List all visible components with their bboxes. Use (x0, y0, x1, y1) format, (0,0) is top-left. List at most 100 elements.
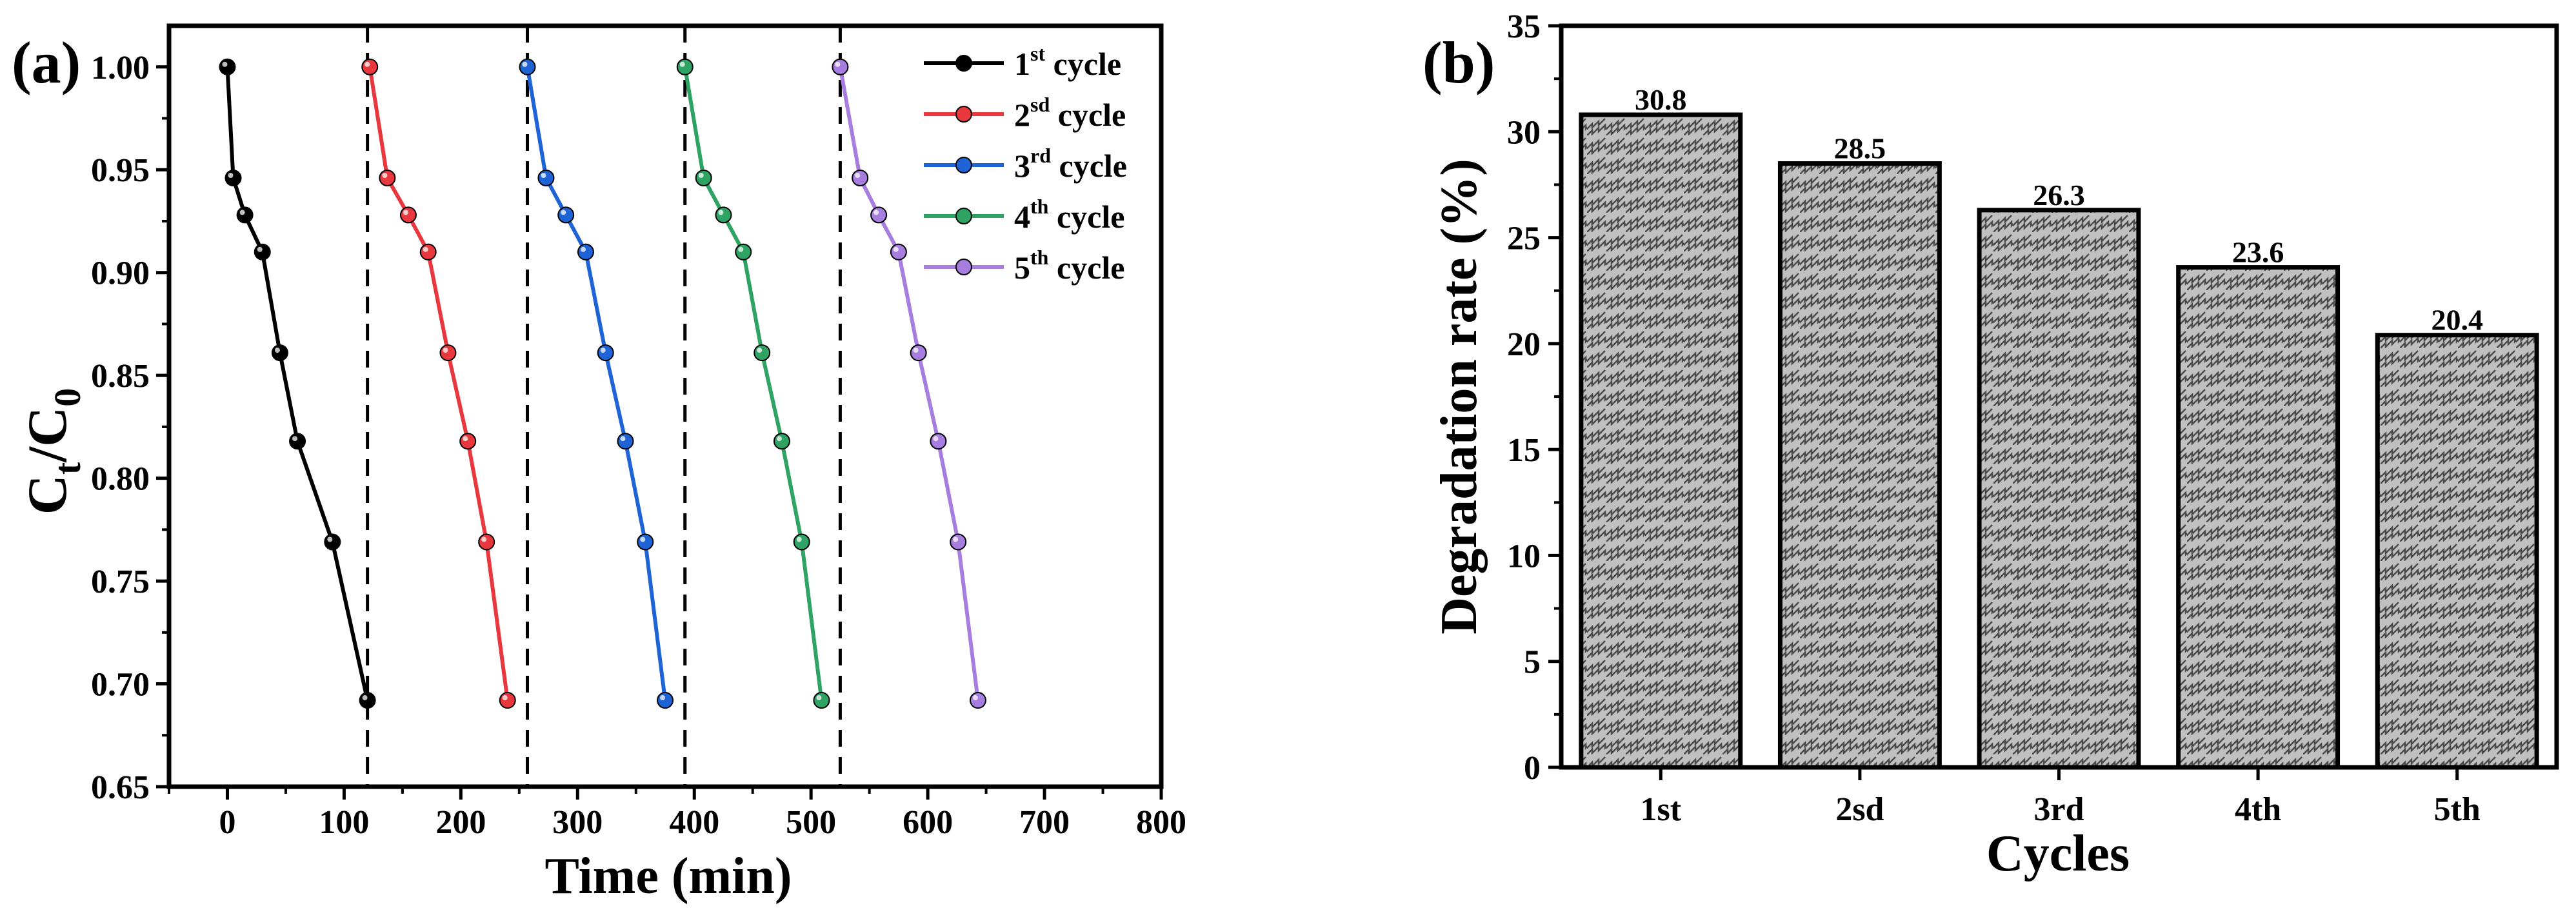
a-y-tick-label: 0.65 (91, 769, 150, 806)
a-y-label-sub2: 0 (46, 388, 88, 407)
a-data-point (254, 243, 271, 261)
a-data-point-highlight (893, 246, 899, 252)
a-data-point (969, 692, 986, 709)
a-legend-num: 2 (1014, 97, 1030, 133)
a-data-point-highlight (561, 210, 566, 215)
a-vertical-dashed-lines (366, 26, 842, 787)
a-y-tick-label: 0.85 (91, 358, 150, 395)
a-series-4 (676, 58, 830, 709)
a-data-point (419, 243, 437, 261)
a-data-point-highlight (679, 61, 685, 67)
a-data-point-highlight (228, 173, 234, 178)
a-data-point (715, 206, 732, 224)
b-y-tick-label: 10 (1507, 538, 1541, 575)
b-y-tick-label: 0 (1524, 750, 1541, 787)
a-data-point-highlight (580, 246, 586, 252)
a-legend-num: 5 (1014, 250, 1030, 286)
a-data-point-highlight (522, 61, 528, 67)
b-x-tick-label: 5th (2434, 791, 2481, 828)
a-legend-item-4: 4th cycle (924, 195, 1124, 235)
a-data-point-highlight (816, 695, 822, 701)
a-data-point (577, 243, 594, 261)
a-data-point-highlight (362, 695, 368, 701)
a-legend-num: 1 (1014, 46, 1030, 82)
a-data-point (950, 533, 967, 551)
a-data-point-highlight (855, 173, 861, 178)
a-data-point (773, 433, 790, 450)
a-data-point (236, 206, 254, 224)
a-data-point-highlight (292, 436, 298, 442)
a-data-point-highlight (620, 436, 626, 442)
a-data-point-highlight (796, 536, 802, 542)
a-legend-sup: th (1030, 246, 1049, 269)
a-data-point (361, 58, 379, 75)
a-data-point (832, 58, 849, 75)
a-legend-text: cycle (1051, 148, 1127, 184)
a-series-line (525, 66, 667, 701)
a-data-point-highlight (972, 695, 978, 701)
a-data-point (930, 433, 947, 450)
a-data-point (676, 58, 694, 75)
a-data-point (557, 206, 575, 224)
a-y-ticks: 0.65 0.70 0.75 0.80 0.85 0.90 0.95 1.00 (91, 50, 169, 806)
a-legend-marker (955, 157, 972, 173)
a-data-point (754, 344, 771, 362)
a-data-point-highlight (640, 536, 646, 542)
panel-a-line-chart: (a) 0 100 200 300 400 500 600 700 800 0.650.700.… (12, 23, 1186, 905)
a-data-point (617, 433, 634, 450)
a-data-point-highlight (660, 695, 665, 701)
a-series-5 (832, 58, 986, 709)
a-data-point (793, 533, 810, 551)
a-data-point-highlight (502, 695, 508, 701)
a-data-point-highlight (933, 436, 939, 442)
b-y-tick-label: 15 (1507, 432, 1541, 469)
a-data-point-highlight (738, 246, 744, 252)
a-data-point (910, 344, 927, 362)
b-y-tick-label: 35 (1507, 8, 1541, 45)
a-legend-item-5: 5th cycle (924, 246, 1124, 286)
a-data-point-highlight (327, 536, 333, 542)
a-data-point-highlight (364, 61, 370, 67)
a-legend-marker (955, 259, 972, 275)
a-data-point (813, 692, 830, 709)
a-data-point-highlight (423, 246, 428, 252)
a-series-1 (219, 58, 376, 709)
a-data-point-highlight (718, 210, 724, 215)
b-y-tick-label: 20 (1507, 326, 1541, 363)
b-bar-value-label: 30.8 (1635, 83, 1687, 116)
a-legend-marker (955, 106, 972, 123)
a-x-tick-label: 800 (1136, 804, 1186, 841)
a-legend-num: 3 (1014, 148, 1030, 184)
b-x-tick-label: 4th (2235, 791, 2281, 828)
a-y-axis-label: Ct/C0 (16, 388, 88, 515)
a-legend-label: 3rd cycle (1014, 144, 1127, 184)
a-data-point (735, 243, 752, 261)
a-series-line (368, 66, 510, 701)
a-data-point (890, 243, 907, 261)
a-data-point-highlight (776, 436, 782, 442)
a-data-point-highlight (541, 173, 546, 178)
b-bars: 30.8 28.5 26.3 23.6 20.4 (1579, 83, 2539, 770)
a-data-point (537, 170, 555, 186)
a-legend-sup: rd (1030, 144, 1051, 167)
a-data-point (439, 344, 457, 362)
a-y-label-main: C (16, 475, 78, 515)
b-plot-frame (1559, 23, 2559, 770)
a-y-tick-label: 0.95 (91, 152, 150, 189)
b-bar-value-label: 23.6 (2232, 236, 2284, 269)
a-data-point-highlight (874, 210, 879, 215)
b-x-tick-label: 2sd (1835, 791, 1884, 828)
a-legend-item-3: 3rd cycle (924, 144, 1127, 184)
a-data-point-highlight (953, 536, 959, 542)
a-legend-marker (955, 55, 972, 72)
a-data-point (225, 170, 242, 186)
b-bar-value-label: 26.3 (2033, 179, 2085, 212)
a-data-point (379, 170, 396, 186)
a-data-point (597, 344, 614, 362)
a-y-tick-label: 1.00 (91, 50, 150, 86)
a-series-line (225, 66, 370, 701)
a-data-point (271, 344, 288, 362)
a-data-point-highlight (835, 61, 841, 67)
